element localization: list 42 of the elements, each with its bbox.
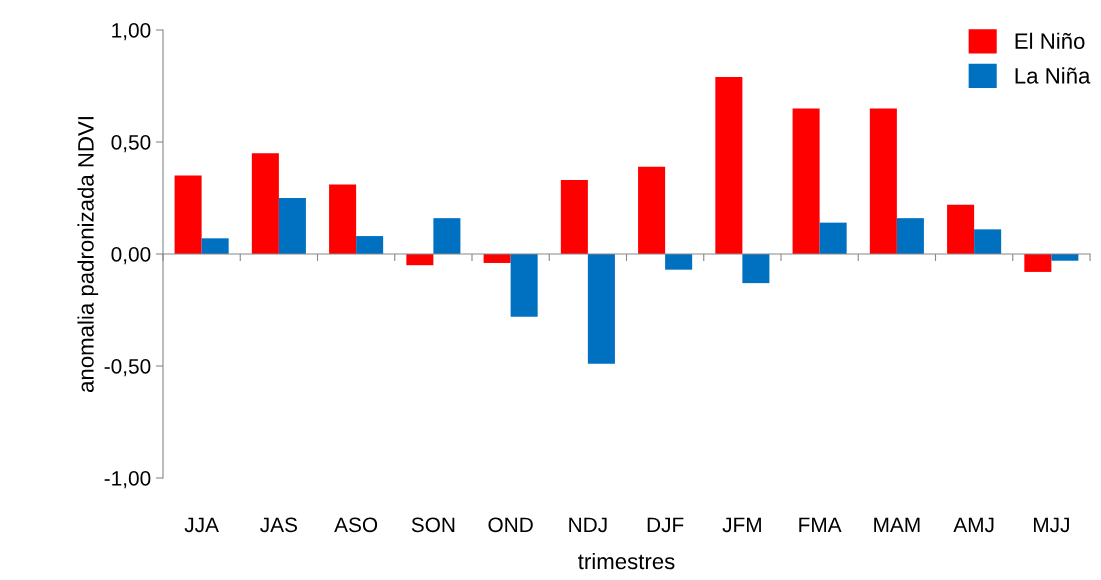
bar [356,236,384,254]
bar [974,229,1002,254]
bar [201,238,229,254]
x-tick-label: FMA [799,517,842,532]
bar [278,198,306,254]
bar [665,254,693,270]
bar [560,180,588,254]
x-tick-label: MAM [874,517,920,532]
x-tick-label: ASO [334,517,378,533]
x-tick-label: NDJ [569,517,607,533]
x-tick-label: DJF [647,517,684,533]
y-tick-label: 1,00 [112,23,151,41]
bar [174,175,202,254]
x-tick-label: OND [488,517,533,533]
bar [715,77,743,254]
x-tick-label: JAS [260,517,298,533]
bar [510,254,538,317]
bar [329,184,357,254]
bar [792,108,820,254]
x-tick-label: MJJ [1033,517,1069,533]
x-tick-label: AMJ [953,517,994,533]
bar [869,108,897,254]
bar [638,166,666,254]
y-tick-label: 0,00 [111,247,151,265]
bar [433,218,461,254]
legend-label: El Niño [1015,32,1085,50]
y-axis-title: anomalia padronizada NDVI [77,117,99,393]
bar [1024,254,1052,272]
bar [587,254,615,364]
bar [947,204,975,254]
legend-label: La Niña [1015,67,1091,84]
x-tick-label: JJA [184,517,219,533]
x-tick-label: SON [411,517,455,533]
y-tick-label: -1,00 [104,471,151,489]
bar [819,222,847,254]
y-tick-label: -0,50 [104,359,151,377]
bar [742,254,770,284]
bar [896,218,924,254]
x-tick-label: JFM [722,517,761,533]
x-axis-title: trimestres [578,552,675,570]
bar [251,153,279,254]
y-tick-label: 0,50 [111,135,151,153]
